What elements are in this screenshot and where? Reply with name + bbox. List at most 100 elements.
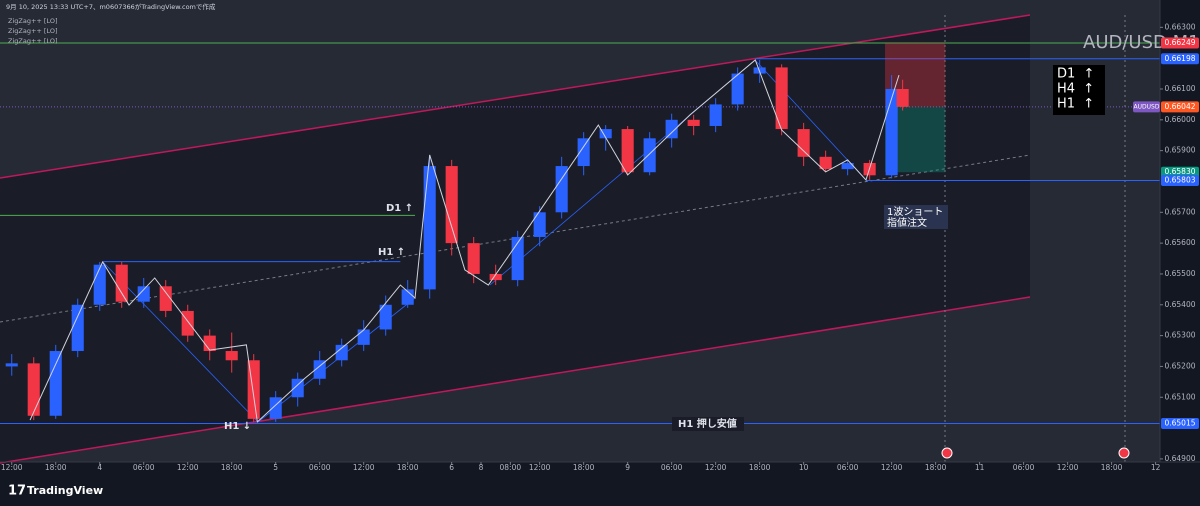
candle-body	[489, 273, 502, 281]
brand: TradingView	[27, 484, 103, 497]
y-tick-label: 0.66300	[1164, 22, 1195, 31]
x-tick-label: 12	[1151, 463, 1161, 472]
candle-body	[841, 162, 854, 170]
event-icon[interactable]	[941, 447, 953, 459]
channel-lower	[0, 296, 1031, 464]
price-badge-label: 0.66042	[1164, 102, 1195, 111]
candle-body	[115, 264, 128, 302]
trend-item: H4 ↑	[1057, 82, 1094, 97]
candle-body	[423, 166, 436, 290]
candle-body	[379, 304, 392, 330]
x-tick-label: 18:00	[749, 463, 771, 472]
price-badge-label: 0.65803	[1164, 176, 1195, 185]
note-box	[884, 205, 948, 229]
price-badge	[1161, 101, 1199, 113]
price-badge	[1161, 417, 1199, 429]
x-tick-label: 5	[273, 463, 278, 472]
x-tick-label: 06:00	[309, 463, 331, 472]
channel-upper	[0, 14, 1031, 179]
x-tick-label: 18:00	[925, 463, 947, 472]
candle-body	[71, 304, 84, 352]
indicator-legend: ZigZag++ [LO]	[8, 27, 57, 35]
candle-body	[181, 310, 194, 336]
annotation: D1 ↑	[386, 203, 413, 214]
y-tick-label: 0.65900	[1164, 146, 1195, 155]
candle-body	[643, 138, 656, 173]
candle-body	[357, 329, 370, 345]
y-tick-label: 0.65100	[1164, 392, 1195, 401]
annotation: H1 押し安値	[678, 417, 737, 430]
candle-body	[27, 363, 40, 416]
indicator-legend: ZigZag++ [LO]	[8, 37, 57, 45]
price-badge-label: 0.65015	[1164, 418, 1195, 427]
caption: 9月 10, 2025 13:33 UTC+7、m0607366がTrading…	[6, 2, 216, 11]
x-tick-label: 8	[479, 463, 484, 472]
x-tick-label: 12:00	[1057, 463, 1079, 472]
x-tick-label: 11	[975, 463, 985, 472]
y-tick-label: 0.65600	[1164, 238, 1195, 247]
indicator-legend: ZigZag++ [LO]	[8, 17, 57, 25]
x-tick-label: 18:00	[397, 463, 419, 472]
x-tick-label: 06:00	[1013, 463, 1035, 472]
candle-body	[665, 119, 678, 139]
candle-body	[335, 344, 348, 361]
x-tick-label: 12:00	[1, 463, 23, 472]
y-tick-label: 0.64900	[1164, 454, 1195, 463]
x-tick-label: 12:00	[705, 463, 727, 472]
x-tick-label: 6	[449, 463, 454, 472]
candle-body	[797, 129, 810, 157]
y-tick-label: 0.65300	[1164, 331, 1195, 340]
x-tick-label: 18:00	[45, 463, 67, 472]
candle-body	[687, 119, 700, 126]
candle-body	[533, 212, 546, 237]
x-tick-label: 18:00	[1101, 463, 1123, 472]
note: 1波ショート	[887, 205, 943, 218]
price-badge-label: 0.66249	[1164, 38, 1195, 47]
x-tick-label: 4	[97, 463, 102, 472]
event-icon[interactable]	[1118, 447, 1130, 459]
annotation: H1 ↑	[378, 247, 405, 258]
candle-body	[93, 264, 106, 305]
price-badge	[1161, 53, 1199, 65]
x-tick-label: 9	[625, 463, 630, 472]
annotation-bg	[672, 417, 744, 431]
candle-body	[203, 335, 216, 352]
zigzag	[29, 59, 900, 423]
x-tick-label: 06:00	[661, 463, 683, 472]
y-tick-label: 0.66000	[1164, 115, 1195, 124]
candle-body	[137, 286, 150, 302]
candle-body	[896, 88, 909, 107]
candle-body	[577, 138, 590, 167]
candle-body	[291, 378, 304, 398]
note: 指値注文	[887, 216, 927, 229]
candle-body	[5, 363, 18, 367]
candle-body	[401, 289, 414, 305]
y-tick-label: 0.65200	[1164, 361, 1195, 370]
candle-body	[555, 166, 568, 213]
price-badge	[1161, 175, 1199, 187]
candle-body	[885, 88, 898, 176]
candle-body	[225, 351, 238, 361]
x-tick-label: 12:00	[353, 463, 375, 472]
trend-box	[1053, 65, 1105, 115]
candle-body	[621, 129, 634, 173]
x-tick-label: 12:00	[881, 463, 903, 472]
y-tick-label: 0.66100	[1164, 84, 1195, 93]
symbol-label: AUDUSD	[1134, 103, 1160, 110]
candle-body	[445, 166, 458, 244]
x-tick-label: 12:00	[177, 463, 199, 472]
price-badge	[1161, 37, 1199, 49]
candle-body	[709, 104, 722, 126]
candle-body	[819, 156, 832, 170]
x-tick-label: 08:00	[500, 463, 522, 472]
x-tick-label: 12:00	[529, 463, 551, 472]
y-tick-label: 0.65500	[1164, 269, 1195, 278]
y-tick-label: 0.65400	[1164, 300, 1195, 309]
x-tick-label: 06:00	[837, 463, 859, 472]
candle-body	[269, 397, 282, 419]
candle-body	[49, 351, 62, 416]
symbol-badge	[1133, 101, 1160, 113]
x-tick-label: 06:00	[133, 463, 155, 472]
price-badge	[1161, 166, 1199, 178]
